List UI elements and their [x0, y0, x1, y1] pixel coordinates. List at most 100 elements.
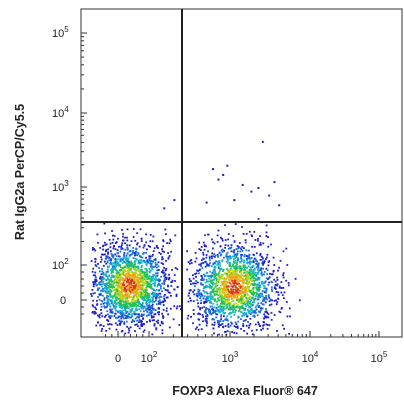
event-dot	[202, 297, 205, 300]
event-dot	[117, 237, 119, 240]
event-dot	[218, 290, 221, 293]
event-dot	[226, 276, 229, 279]
event-dot	[135, 250, 137, 253]
event-dot	[205, 254, 208, 256]
event-dot	[117, 298, 120, 300]
event-dot	[152, 297, 154, 300]
event-dot	[194, 285, 196, 287]
event-dot	[92, 305, 95, 308]
event-dot	[149, 307, 152, 310]
event-dot	[156, 279, 158, 281]
event-dot	[128, 272, 131, 275]
event-dot	[102, 280, 105, 283]
event-dot	[218, 272, 220, 275]
event-dot	[219, 264, 222, 267]
event-dot	[129, 276, 131, 279]
event-dot	[217, 178, 220, 181]
event-dot	[237, 288, 240, 291]
event-dot	[268, 296, 271, 299]
event-dot	[217, 299, 220, 302]
event-dot	[164, 289, 167, 291]
event-dot	[219, 289, 222, 292]
event-dot	[235, 326, 237, 328]
event-dot	[211, 290, 214, 293]
event-dot	[255, 312, 257, 314]
event-dot	[130, 263, 133, 265]
event-dot	[160, 271, 163, 273]
event-dot	[203, 287, 206, 289]
event-dot	[247, 297, 250, 300]
event-dot	[97, 296, 99, 298]
event-dot	[231, 277, 234, 279]
event-dot	[216, 292, 218, 294]
event-dot	[139, 305, 142, 308]
event-dot	[209, 300, 212, 303]
event-dot	[257, 321, 259, 324]
event-dot	[118, 304, 120, 307]
event-dot	[230, 275, 232, 278]
event-dot	[248, 326, 250, 329]
event-dot	[205, 291, 208, 294]
event-dot	[249, 313, 252, 315]
event-dot	[149, 277, 151, 280]
event-dot	[115, 263, 117, 266]
event-dot	[114, 322, 117, 325]
event-dot	[106, 304, 109, 307]
event-dot	[144, 287, 147, 290]
event-dot	[106, 305, 108, 308]
event-dot	[229, 324, 232, 327]
event-dot	[224, 224, 226, 227]
event-dot	[134, 317, 137, 320]
event-dot	[252, 310, 254, 313]
event-dot	[163, 207, 166, 210]
event-dot	[168, 276, 171, 279]
event-dot	[251, 288, 254, 291]
event-dot	[226, 302, 229, 304]
event-dot	[246, 285, 249, 288]
event-dot	[164, 273, 167, 276]
event-dot	[129, 273, 132, 276]
event-dot	[119, 250, 122, 253]
event-dot	[168, 326, 171, 329]
event-dot	[146, 284, 149, 287]
event-dot	[145, 274, 148, 277]
event-dot	[216, 263, 219, 266]
event-dot	[205, 301, 208, 303]
event-dot	[255, 305, 257, 308]
event-dot	[257, 296, 260, 299]
event-dot	[252, 279, 254, 282]
event-dot	[218, 306, 220, 308]
y-tick-label: 105	[52, 25, 69, 40]
event-dot	[202, 257, 205, 260]
event-dot	[227, 285, 230, 288]
event-dot	[126, 317, 129, 319]
event-dot	[200, 265, 202, 267]
event-dot	[106, 302, 109, 304]
event-dot	[118, 270, 121, 273]
event-dot	[162, 245, 164, 248]
event-dot	[259, 296, 262, 298]
event-dot	[153, 283, 156, 286]
event-dot	[234, 257, 237, 259]
event-dot	[115, 255, 118, 257]
event-dot	[252, 259, 255, 262]
event-dot	[92, 267, 95, 270]
event-dot	[92, 285, 95, 288]
event-dot	[123, 308, 126, 310]
event-dot	[113, 235, 116, 237]
event-dot	[164, 228, 167, 231]
event-dot	[169, 240, 172, 243]
event-dot	[113, 306, 116, 308]
event-dot	[121, 329, 124, 332]
event-dot	[248, 276, 250, 279]
event-dot	[218, 278, 221, 280]
event-dot	[100, 279, 103, 282]
event-dot	[136, 287, 139, 289]
event-dot	[259, 267, 262, 270]
event-dot	[92, 247, 94, 249]
event-dot	[231, 272, 234, 275]
event-dot	[228, 264, 231, 267]
event-dot	[113, 265, 115, 268]
event-dot	[114, 312, 117, 315]
event-dot	[126, 236, 128, 239]
